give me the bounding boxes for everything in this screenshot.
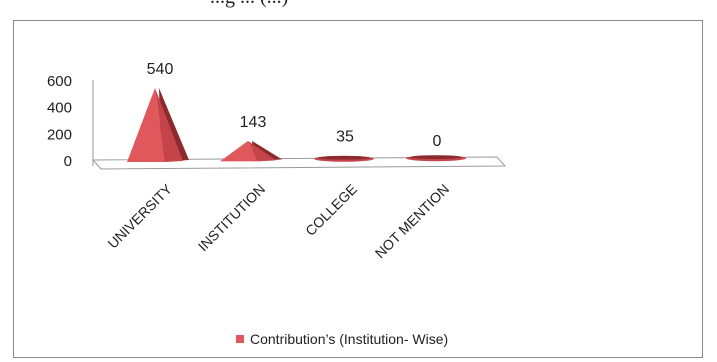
chart-legend: Contribution’s (Institution- Wise) xyxy=(236,331,448,347)
cone-mark xyxy=(127,88,189,162)
figure-caption-text: ...g ... (...) xyxy=(210,0,288,9)
cone-shade xyxy=(155,88,183,162)
data-label: 35 xyxy=(336,128,354,145)
category-label: INSTITUTION xyxy=(195,181,268,254)
cone-mark xyxy=(406,155,466,162)
cone-shade xyxy=(248,140,276,162)
cone-front xyxy=(220,140,258,162)
category-label: UNIVERSITY xyxy=(104,180,175,251)
legend-swatch xyxy=(236,335,244,343)
y-tick-label: 0 xyxy=(64,153,72,170)
y-tick-label: 200 xyxy=(47,126,72,143)
cone-mark xyxy=(220,140,282,162)
chart-frame xyxy=(13,20,703,358)
cone-front xyxy=(127,88,165,162)
cone-flat-top xyxy=(410,155,462,159)
cropped-figure-caption: ...g ... (...) xyxy=(0,0,717,20)
y-tick-label: 400 xyxy=(47,100,72,117)
data-label: 143 xyxy=(240,114,267,131)
data-label: 0 xyxy=(433,133,442,150)
cone-mark xyxy=(314,155,374,162)
category-label: COLLEGE xyxy=(302,181,360,239)
data-label: 540 xyxy=(147,61,174,78)
category-label: NOT MENTION xyxy=(372,181,452,261)
y-tick-label: 600 xyxy=(47,73,72,90)
cone-flat-top xyxy=(318,156,370,160)
legend-label: Contribution’s (Institution- Wise) xyxy=(250,331,449,347)
